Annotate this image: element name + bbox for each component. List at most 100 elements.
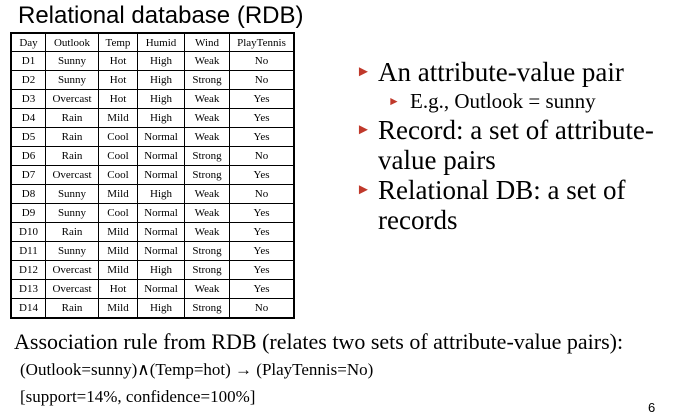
table-cell: Yes [229,165,295,185]
table-cell: D14 [10,298,46,319]
association-heading: Association rule from RDB (relates two s… [14,329,624,354]
bullet-text: Record: a set of attribute-value pairs [378,115,654,175]
table-row: D6 Rain Cool Normal Strong No [10,146,295,166]
bullet-record: ► Record: a set of attribute-value pairs [356,115,681,175]
table-cell: Normal [137,165,185,185]
table-cell: D3 [10,89,46,109]
table-cell: No [229,70,295,90]
table-cell: Mild [98,108,138,128]
table-cell: Sunny [45,203,99,223]
table-cell: Weak [184,222,230,242]
table-cell: Cool [98,127,138,147]
table-cell: High [137,70,185,90]
table-cell: Overcast [45,279,99,299]
table-cell: No [229,146,295,166]
table-cell: Weak [184,108,230,128]
bullet-marker-icon: ► [356,182,371,198]
column-header-playtennis: PlayTennis [229,32,295,52]
table-cell: Strong [184,165,230,185]
table-cell: Overcast [45,89,99,109]
table-row: D10 Rain Mild Normal Weak Yes [10,222,295,242]
table-cell: Overcast [45,165,99,185]
table-row: D5 Rain Cool Normal Weak Yes [10,127,295,147]
table-cell: Strong [184,241,230,261]
bullet-text: An attribute-value pair [378,57,624,87]
table-cell: High [137,298,185,319]
table-cell: Rain [45,222,99,242]
table-row: D3 Overcast Hot High Weak Yes [10,89,295,109]
table-cell: Yes [229,127,295,147]
table-cell: Normal [137,222,185,242]
bullet-text: Relational DB: a set of records [378,175,626,235]
table-row: D1 Sunny Hot High Weak No [10,51,295,71]
sub-bullet-example: ► E.g., Outlook = sunny [356,87,681,115]
table-cell: Cool [98,203,138,223]
table-cell: High [137,89,185,109]
table-cell: No [229,184,295,204]
table-row: D4 Rain Mild High Weak Yes [10,108,295,128]
table-row: D12 Overcast Mild High Strong Yes [10,260,295,280]
table-cell: Normal [137,203,185,223]
table-cell: Weak [184,184,230,204]
slide-title: Relational database (RDB) [18,2,304,29]
table-cell: Overcast [45,260,99,280]
table-cell: Hot [98,51,138,71]
table-cell: Cool [98,165,138,185]
table-cell: High [137,260,185,280]
table-cell: Mild [98,298,138,319]
table-row: D2 Sunny Hot High Strong No [10,70,295,90]
table-cell: Weak [184,127,230,147]
table-cell: Mild [98,184,138,204]
table-cell: Yes [229,89,295,109]
column-header-humid: Humid [137,32,185,52]
table-cell: Yes [229,108,295,128]
table-cell: Strong [184,70,230,90]
table-cell: Sunny [45,184,99,204]
table-cell: Strong [184,298,230,319]
table-cell: Strong [184,260,230,280]
table-cell: No [229,51,295,71]
table-cell: Yes [229,241,295,261]
table-cell: Yes [229,203,295,223]
table-cell: D4 [10,108,46,128]
table-row: D13 Overcast Hot Normal Weak Yes [10,279,295,299]
bullet-marker-icon: ► [356,122,371,138]
table-cell: Sunny [45,241,99,261]
table-cell: Weak [184,279,230,299]
bullet-marker-icon: ► [356,64,371,80]
table-cell: High [137,108,185,128]
column-header-temp: Temp [98,32,138,52]
table-cell: D8 [10,184,46,204]
table-cell: D10 [10,222,46,242]
column-header-day: Day [10,32,46,52]
table-cell: Mild [98,222,138,242]
association-rule: (Outlook=sunny)∧(Temp=hot) → (PlayTennis… [20,360,374,379]
table-cell: D13 [10,279,46,299]
table-cell: High [137,51,185,71]
table-cell: Hot [98,70,138,90]
rule-metrics: [support=14%, confidence=100%] [20,387,256,406]
table-cell: Rain [45,146,99,166]
table-cell: Rain [45,108,99,128]
table-cell: D12 [10,260,46,280]
table-body: D1 Sunny Hot High Weak No D2 Sunny Hot High Strong… [10,51,295,319]
table-header-row: Day Outlook Temp Humid Wind PlayTennis [10,32,295,52]
table-cell: D2 [10,70,46,90]
bullet-attribute-value-pair: ► An attribute-value pair [356,57,681,87]
table-cell: Rain [45,127,99,147]
table-cell: Normal [137,127,185,147]
table-cell: Yes [229,260,295,280]
table-row: D14 Rain Mild High Strong No [10,298,295,319]
table-cell: Strong [184,146,230,166]
table-cell: Mild [98,260,138,280]
table-cell: Yes [229,279,295,299]
table-cell: Hot [98,89,138,109]
sub-bullet-marker-icon: ► [388,94,400,108]
table-row: D11 Sunny Mild Normal Strong Yes [10,241,295,261]
page-number: 6 [648,400,656,415]
table-cell: Sunny [45,70,99,90]
table-cell: Normal [137,146,185,166]
table-cell: Hot [98,279,138,299]
relational-table: Day Outlook Temp Humid Wind PlayTennis D… [10,32,295,319]
table-cell: D7 [10,165,46,185]
